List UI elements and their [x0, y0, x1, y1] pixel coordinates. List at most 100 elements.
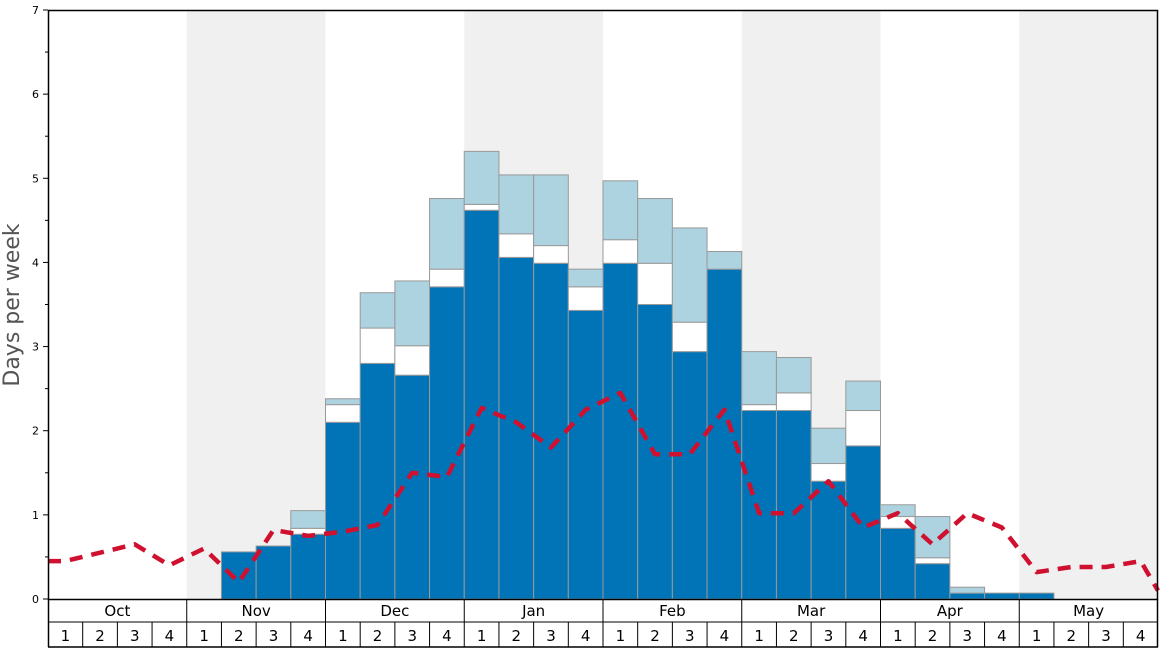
week-label: 3: [130, 627, 140, 645]
bar-segment-1-week-17: [602, 262, 639, 600]
week-label: 3: [269, 627, 279, 645]
week-label: 1: [338, 627, 348, 645]
week-label: 2: [650, 627, 660, 645]
bar-segment-1-week-16: [567, 309, 604, 600]
bar-segment-3-week-22: [775, 357, 812, 394]
bar-segment-3-week-19: [671, 227, 708, 323]
month-band-may: [1019, 10, 1158, 599]
bar-segment-1-week-22: [775, 410, 812, 600]
bar-segment-3-week-24: [845, 380, 881, 412]
week-label: 1: [61, 627, 71, 645]
bar-segment-2-week-22: [775, 392, 812, 412]
bar-segment-3-week-9: [325, 398, 361, 406]
bar-segment-2-week-14: [498, 233, 535, 258]
y-tick-label: 0: [32, 593, 39, 606]
week-label: 2: [928, 627, 938, 645]
week-label: 2: [1067, 627, 1077, 645]
week-label: 3: [824, 627, 834, 645]
bar-segment-3-week-15: [533, 174, 569, 247]
bars: [220, 150, 1055, 600]
bar-segment-1-week-13: [463, 209, 500, 600]
bar-segment-1-week-27: [949, 592, 986, 600]
week-label: 1: [754, 627, 764, 645]
bar-segment-1-week-12: [429, 286, 465, 600]
bar-segment-3-week-18: [637, 197, 673, 264]
bar-segment-1-week-19: [671, 351, 708, 600]
bar-segment-2-week-16: [567, 286, 604, 311]
bar-segment-1-week-7: [255, 545, 292, 600]
bar-segment-3-week-23: [810, 427, 847, 465]
month-label-nov: Nov: [241, 602, 270, 620]
week-label: 3: [546, 627, 556, 645]
week-label: 3: [1101, 627, 1111, 645]
y-tick-label: 2: [32, 425, 39, 438]
bar-segment-2-week-24: [845, 410, 881, 447]
week-label: 4: [1136, 627, 1146, 645]
y-tick-label: 4: [32, 256, 39, 269]
month-label-dec: Dec: [380, 602, 409, 620]
bar-segment-3-week-10: [359, 292, 396, 329]
bar-segment-3-week-16: [567, 268, 604, 288]
bar-segment-1-week-28: [984, 592, 1020, 600]
bar-segment-3-week-25: [880, 504, 916, 518]
bar-segment-3-week-20: [706, 250, 743, 270]
bar-segment-1-week-15: [533, 262, 569, 600]
bar-segment-3-week-11: [394, 280, 431, 347]
bar-segment-2-week-8: [290, 527, 326, 535]
month-label-mar: Mar: [797, 602, 826, 620]
bar-segment-2-week-19: [671, 321, 708, 353]
bar-segment-3-week-8: [290, 510, 326, 529]
week-label: 1: [1032, 627, 1042, 645]
bar-segment-1-week-26: [914, 563, 951, 600]
bar-segment-2-week-10: [359, 327, 396, 364]
week-label: 1: [893, 627, 903, 645]
average-line-path: [48, 390, 1160, 592]
week-label: 4: [997, 627, 1007, 645]
bar-segment-2-week-12: [429, 268, 465, 288]
y-tick-label: 3: [32, 341, 39, 354]
month-label-jan: Jan: [521, 602, 545, 620]
y-tick-label: 7: [32, 4, 39, 17]
bar-segment-2-week-11: [394, 345, 431, 376]
x-axis: Oct 1 2 3 4 Nov 1 2 3 4 Dec 1 2 3 4 Jan 1 2 3 4 Feb 1 2 3 4 Mar 1 2…: [47, 599, 1159, 648]
month-label-oct: Oct: [104, 602, 130, 620]
y-axis: 0 1 2 3 4 5 6 7: [32, 4, 48, 606]
bar-segment-3-week-27: [949, 586, 986, 594]
week-label: 3: [685, 627, 695, 645]
bar-segment-2-week-21: [741, 404, 777, 412]
week-label: 2: [373, 627, 383, 645]
bar-segment-3-week-26: [914, 516, 951, 559]
month-band-nov: [186, 10, 326, 599]
bar-segment-2-week-23: [810, 463, 847, 482]
week-label: 4: [165, 627, 175, 645]
bar-segment-3-week-12: [429, 197, 465, 270]
bar-segment-3-week-14: [498, 174, 535, 235]
week-label: 3: [407, 627, 417, 645]
week-label: 4: [442, 627, 452, 645]
week-label: 4: [303, 627, 313, 645]
month-label-may: May: [1073, 602, 1104, 620]
week-label: 3: [962, 627, 972, 645]
week-label: 1: [477, 627, 487, 645]
bar-segment-2-week-13: [463, 203, 500, 211]
week-label: 1: [616, 627, 626, 645]
y-tick-label: 1: [32, 509, 39, 522]
week-label: 2: [789, 627, 799, 645]
bar-segment-1-week-20: [706, 268, 743, 600]
y-tick-label: 5: [32, 172, 39, 185]
bar-segment-1-week-8: [290, 533, 326, 600]
week-label: 4: [720, 627, 730, 645]
bar-segment-3-week-17: [602, 180, 639, 241]
bar-segment-2-week-26: [914, 557, 951, 565]
bar-segment-2-week-17: [602, 239, 639, 264]
bar-segment-2-week-18: [637, 262, 673, 305]
week-label: 4: [581, 627, 591, 645]
y-axis-label: Days per week: [0, 223, 25, 386]
bar-segment-1-week-9: [325, 421, 361, 600]
bar-segment-2-week-9: [325, 404, 361, 423]
bar-segment-1-week-6: [220, 551, 257, 600]
bar-segment-1-week-21: [741, 410, 777, 600]
week-label: 2: [234, 627, 244, 645]
month-label-apr: Apr: [937, 602, 964, 620]
